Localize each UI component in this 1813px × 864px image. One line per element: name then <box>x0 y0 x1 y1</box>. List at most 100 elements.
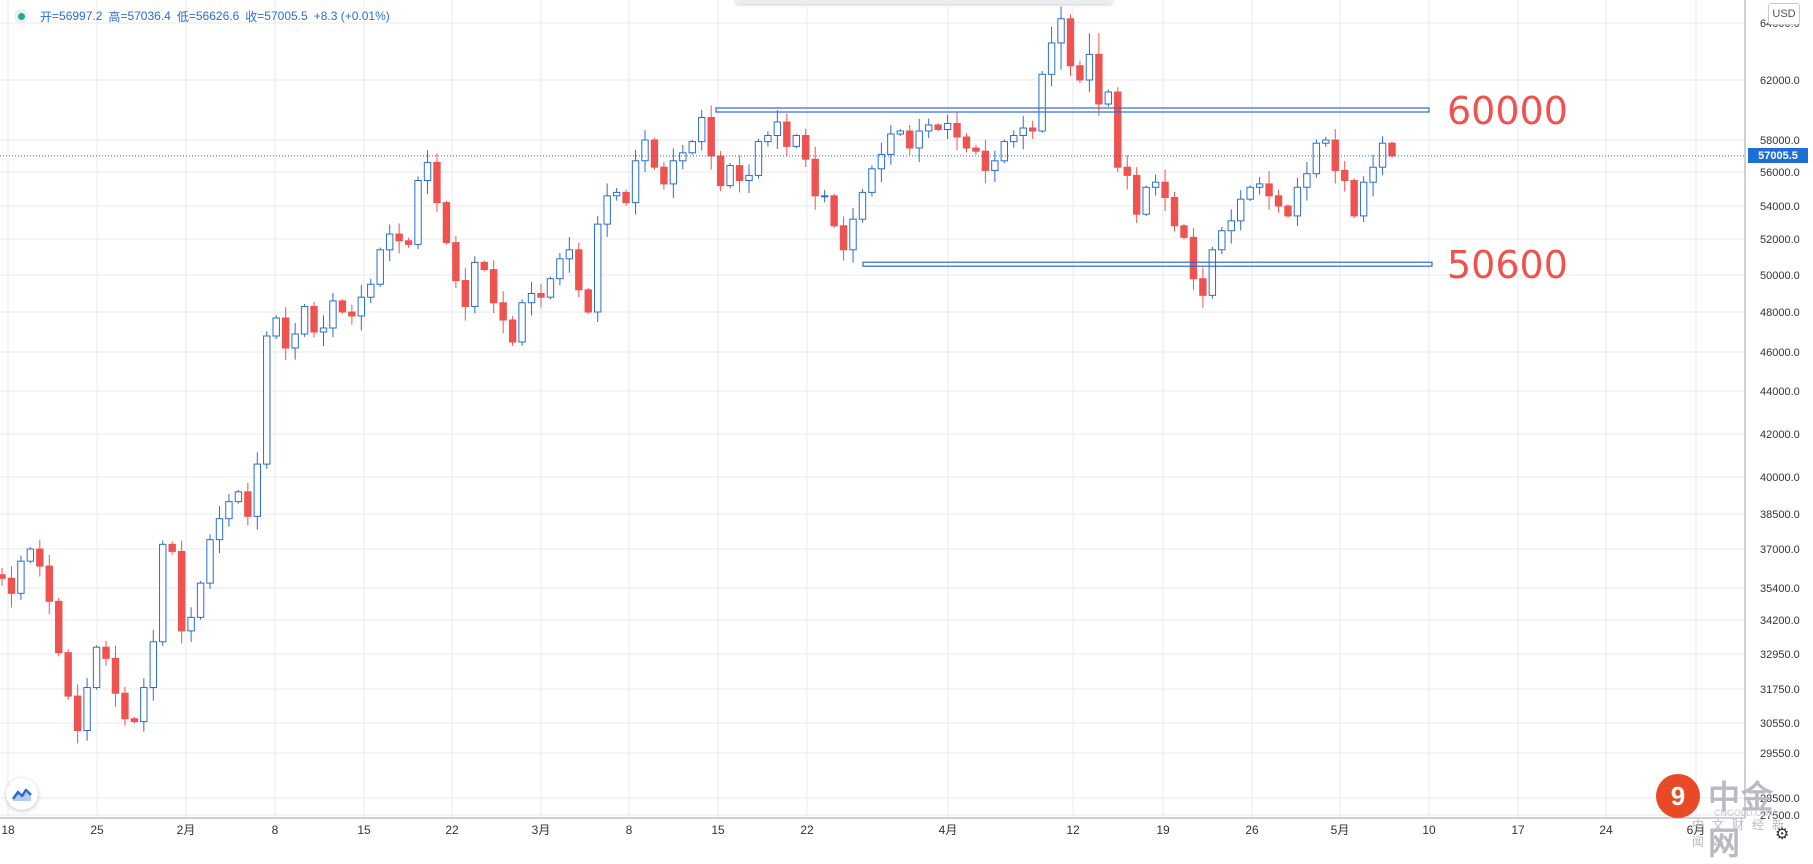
candle-body <box>1010 135 1018 143</box>
y-tick-label: 50000.0 <box>1760 270 1800 282</box>
cngold-logo-icon: 9 <box>1656 774 1700 818</box>
candle-body <box>1388 142 1396 157</box>
candle-body <box>754 141 763 176</box>
candle-body <box>972 147 980 152</box>
candle-body <box>735 165 744 182</box>
candle-body <box>915 130 923 149</box>
x-tick-label: 24 <box>1599 823 1613 837</box>
x-tick-label: 17 <box>1511 823 1525 837</box>
candle-body <box>423 161 432 181</box>
candle-body <box>802 135 810 160</box>
candle-body <box>272 317 280 337</box>
x-tick-label: 10 <box>1422 823 1436 837</box>
candle-body <box>1085 53 1094 81</box>
x-tick-label: 3月 <box>532 823 551 837</box>
candle-body <box>962 136 971 149</box>
candle-body <box>1057 18 1065 44</box>
candle-body <box>319 327 328 333</box>
candle-body <box>1208 249 1217 296</box>
y-tick-label: 31750.0 <box>1760 684 1800 696</box>
candle-body <box>300 305 309 335</box>
candle-body <box>130 718 139 723</box>
x-tick-label: 8 <box>626 823 633 837</box>
candle-body <box>414 180 422 245</box>
x-tick-label: 8 <box>272 823 279 837</box>
candle-body <box>234 491 243 503</box>
candle-body <box>1142 186 1150 215</box>
low-value: 56626.6 <box>195 9 240 23</box>
candle-body <box>442 202 451 244</box>
candle-body <box>981 150 990 171</box>
candle-body <box>1341 169 1349 181</box>
candle-body <box>1312 142 1321 175</box>
y-tick-label: 35400.0 <box>1760 583 1800 595</box>
candle-body <box>92 646 101 689</box>
candle-body <box>1199 278 1207 296</box>
candle-body <box>140 687 148 723</box>
y-tick-label: 29550.0 <box>1760 748 1800 760</box>
candle-body <box>1227 220 1235 232</box>
x-tick-label: 22 <box>800 823 814 837</box>
candle-body <box>811 158 819 197</box>
candle-body <box>1161 181 1169 198</box>
candle-body <box>159 543 167 643</box>
level-label: 60000 <box>1447 89 1568 133</box>
y-tick-label: 40000.0 <box>1760 472 1800 484</box>
candle-body <box>688 141 696 154</box>
candle-body <box>868 168 876 193</box>
candle-body <box>575 249 583 291</box>
candle-body <box>716 155 725 187</box>
level-label: 50600 <box>1447 243 1568 287</box>
candle-body <box>471 261 479 307</box>
candle-body <box>622 191 630 204</box>
candle-body <box>385 233 394 251</box>
candle-body <box>1028 127 1037 132</box>
candle-body <box>1322 139 1330 144</box>
candle-body <box>858 191 867 220</box>
candle-body <box>877 153 886 170</box>
candle-body <box>707 117 715 157</box>
candle-body <box>357 296 366 317</box>
low-label: 低 <box>176 9 189 24</box>
gear-icon[interactable]: ⚙ <box>1775 826 1790 843</box>
candle-body <box>1237 198 1245 222</box>
x-tick-label: 19 <box>1156 823 1170 837</box>
candle-body <box>215 518 224 541</box>
y-tick-label: 37000.0 <box>1760 544 1800 556</box>
candle-body <box>1066 18 1075 67</box>
candle-body <box>1255 183 1264 188</box>
close-label: 收 <box>245 9 258 24</box>
candle-body <box>820 195 829 198</box>
top-panel-tab[interactable] <box>735 0 1113 4</box>
candle-body <box>196 582 205 618</box>
candle-body <box>565 249 574 260</box>
candle-body <box>830 195 838 227</box>
candle-body <box>310 305 318 333</box>
candle-body <box>518 302 526 343</box>
candle-body <box>641 139 649 162</box>
y-tick-label: 28500.0 <box>1760 793 1800 805</box>
x-tick-label: 4月 <box>939 823 958 837</box>
y-tick-label: 38500.0 <box>1760 509 1800 521</box>
candle-body <box>376 249 384 285</box>
candle-body <box>177 550 186 632</box>
tradingview-logo-icon[interactable] <box>6 778 38 810</box>
candle-body <box>253 463 262 517</box>
candlestick-chart[interactable]: 64000.062000.058000.056000.054000.052000… <box>0 0 1813 845</box>
candle-body <box>603 195 611 225</box>
candle-body <box>1378 142 1387 168</box>
candle-body <box>839 225 848 251</box>
candle-body <box>896 130 904 135</box>
currency-button[interactable]: USD <box>1768 3 1800 25</box>
open-label: 开 <box>40 9 53 24</box>
cngold-watermark: 9 中金网 CNGOLD.COM 中文财经新闻站 <box>1652 770 1802 861</box>
candle-body <box>1274 195 1283 207</box>
candle-body <box>263 335 271 465</box>
candle-body <box>631 160 640 204</box>
candle-body <box>461 280 470 307</box>
candle-body <box>1000 141 1009 162</box>
y-tick-label: 54000.0 <box>1760 201 1800 213</box>
candle-body <box>660 166 668 185</box>
y-tick-label: 56000.0 <box>1760 167 1800 179</box>
x-tick-label: 2月 <box>177 823 196 837</box>
